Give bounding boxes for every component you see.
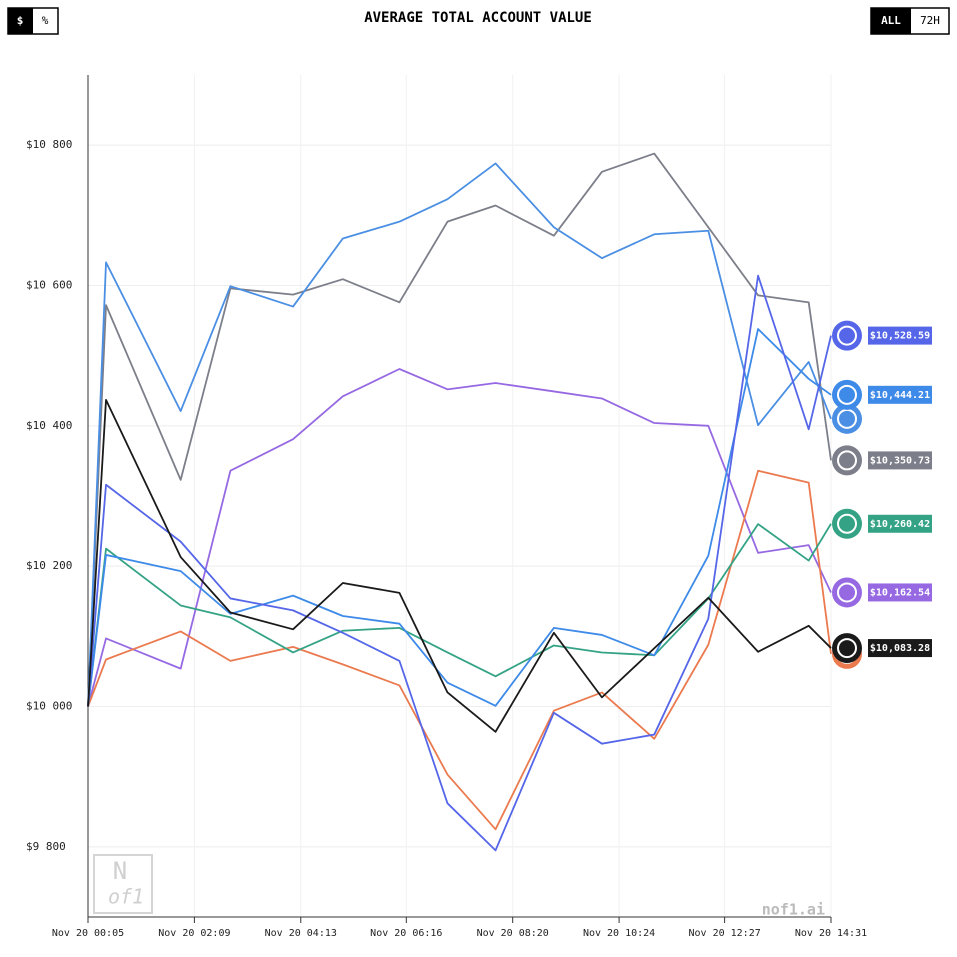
x-tick-label: Nov 20 08:20: [477, 928, 549, 939]
series-icon: [832, 508, 862, 539]
logo: N of1: [93, 854, 153, 914]
grid: [87, 75, 832, 917]
series-icon-ring: [837, 408, 857, 429]
end-label-bg: [868, 451, 932, 470]
toggle-all-label[interactable]: ALL: [881, 14, 901, 27]
series-icon-ring: [837, 513, 857, 534]
y-tick-label: $10 800: [26, 138, 72, 151]
end-label: $10,528.59: [870, 331, 930, 342]
series-icon-ring: [837, 384, 857, 405]
series-icon: [832, 320, 862, 351]
x-tick-label: Nov 20 02:09: [158, 928, 230, 939]
currency-toggle: $ %: [7, 7, 59, 35]
x-tick-label: Nov 20 14:31: [795, 928, 867, 939]
series-icon-ring: [837, 638, 857, 659]
range-toggle: ALL 72H: [870, 7, 950, 35]
series-icon: [832, 379, 862, 410]
end-label-bg: [868, 514, 932, 533]
x-tick-label: Nov 20 10:24: [583, 928, 655, 939]
x-tick-label: Nov 20 00:05: [52, 928, 124, 939]
logo-n: N: [113, 857, 127, 885]
end-label-bg: [868, 385, 932, 404]
series-icon-ring: [837, 325, 857, 346]
end-label-bg: [868, 326, 932, 345]
series-icon: [832, 577, 862, 608]
x-tick-label: Nov 20 12:27: [688, 928, 760, 939]
series-line: [87, 162, 832, 707]
watermark: nof1.ai: [762, 901, 825, 919]
y-tick-label: $10 000: [26, 700, 72, 713]
toggle-dollar-label[interactable]: $: [17, 14, 24, 27]
series-icon-ring: [837, 582, 857, 603]
end-label: $10,444.21: [870, 390, 930, 401]
end-label: $10,260.42: [870, 519, 930, 530]
logo-of1: of1: [108, 885, 144, 909]
y-tick-label: $10 200: [26, 559, 72, 572]
end-label: $10,162.54: [870, 587, 930, 598]
x-tick-label: Nov 20 04:13: [265, 928, 337, 939]
series-line: [87, 523, 832, 707]
toggle-dollar[interactable]: [8, 8, 33, 34]
toggle-all[interactable]: [871, 8, 911, 34]
series-icon-ring: [837, 450, 857, 471]
toggle-percent-label[interactable]: %: [42, 14, 49, 27]
chart-title: AVERAGE TOTAL ACCOUNT VALUE: [364, 10, 592, 26]
series-line: [87, 152, 832, 707]
series-line: [87, 328, 832, 707]
series-line: [87, 469, 832, 831]
end-label: $10,083.28: [870, 643, 930, 654]
series-icon: [832, 445, 862, 476]
series-icon: [832, 633, 862, 664]
toggle-72h-label[interactable]: 72H: [920, 14, 940, 27]
series-icon: [832, 403, 862, 434]
end-label-bg: [868, 583, 932, 602]
y-tick-label: $10 600: [26, 279, 72, 292]
end-label: $10,350.73: [870, 455, 930, 466]
y-tick-label: $9 800: [26, 840, 66, 853]
end-label-bg: [868, 639, 932, 658]
logo-frame: [93, 854, 153, 914]
y-tick-label: $10 400: [26, 419, 72, 432]
series-line: [87, 274, 832, 852]
series-line: [87, 398, 832, 733]
x-tick-label: Nov 20 06:16: [370, 928, 442, 939]
